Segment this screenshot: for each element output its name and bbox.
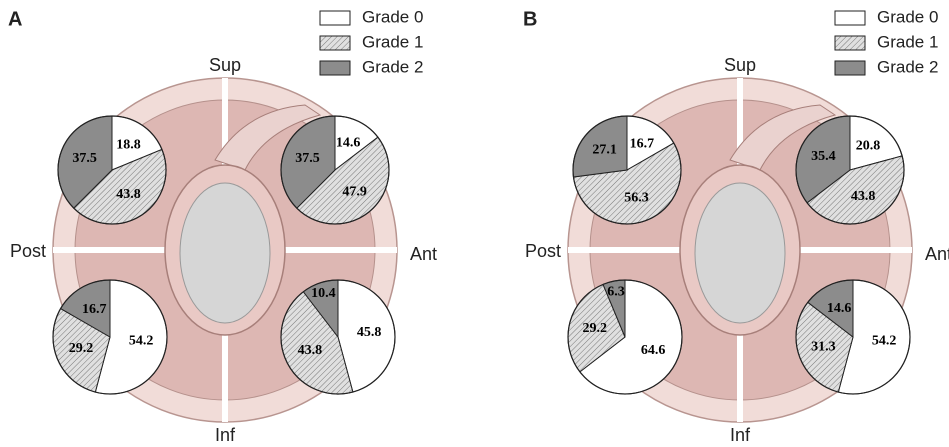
data-label: 27.1	[592, 143, 617, 158]
data-label: 37.5	[72, 151, 97, 166]
legend-label: Grade 2	[877, 57, 938, 76]
data-label: 14.6	[336, 136, 361, 151]
data-label: 16.7	[630, 137, 655, 152]
data-label: 43.8	[298, 343, 323, 358]
data-label: 14.6	[827, 301, 852, 316]
side-label: Sup	[209, 55, 241, 75]
legend-label: Grade 1	[362, 32, 423, 51]
data-label: 54.2	[129, 333, 154, 348]
side-label: Post	[10, 241, 46, 261]
glenoid	[695, 183, 785, 323]
data-label: 47.9	[342, 185, 367, 200]
figure: A Sup Post Ant Inf Grade 0 Grade 1 Grade 2 18.8 4…	[0, 0, 949, 447]
data-label: 29.2	[69, 341, 94, 356]
legend-label: Grade 2	[362, 57, 423, 76]
side-label: Inf	[215, 425, 236, 445]
legend-swatch	[320, 36, 350, 50]
data-label: 64.6	[641, 343, 666, 358]
data-label: 16.7	[82, 302, 107, 317]
data-label: 37.5	[295, 151, 320, 166]
side-label: Post	[525, 241, 561, 261]
legend-label: Grade 0	[362, 7, 423, 26]
legend-swatch	[835, 36, 865, 50]
data-label: 29.2	[582, 321, 607, 336]
legend-label: Grade 0	[877, 7, 938, 26]
legend-swatch	[835, 61, 865, 75]
data-label: 54.2	[872, 333, 897, 348]
side-label: Sup	[724, 55, 756, 75]
side-label: Inf	[730, 425, 751, 445]
legend-label: Grade 1	[877, 32, 938, 51]
glenoid	[180, 183, 270, 323]
legend-swatch	[320, 11, 350, 25]
data-label: 43.8	[116, 187, 141, 202]
data-label: 56.3	[624, 190, 649, 205]
legend-swatch	[835, 11, 865, 25]
panel-label: A	[8, 8, 22, 30]
legend-swatch	[320, 61, 350, 75]
side-label: Ant	[925, 244, 949, 264]
data-label: 10.4	[311, 286, 336, 301]
data-label: 6.3	[607, 285, 625, 300]
data-label: 20.8	[856, 139, 881, 154]
panel-label: B	[523, 8, 537, 30]
side-label: Ant	[410, 244, 437, 264]
data-label: 18.8	[116, 138, 141, 153]
data-label: 45.8	[357, 325, 382, 340]
data-label: 31.3	[811, 339, 836, 354]
data-label: 43.8	[851, 189, 876, 204]
data-label: 35.4	[811, 149, 836, 164]
